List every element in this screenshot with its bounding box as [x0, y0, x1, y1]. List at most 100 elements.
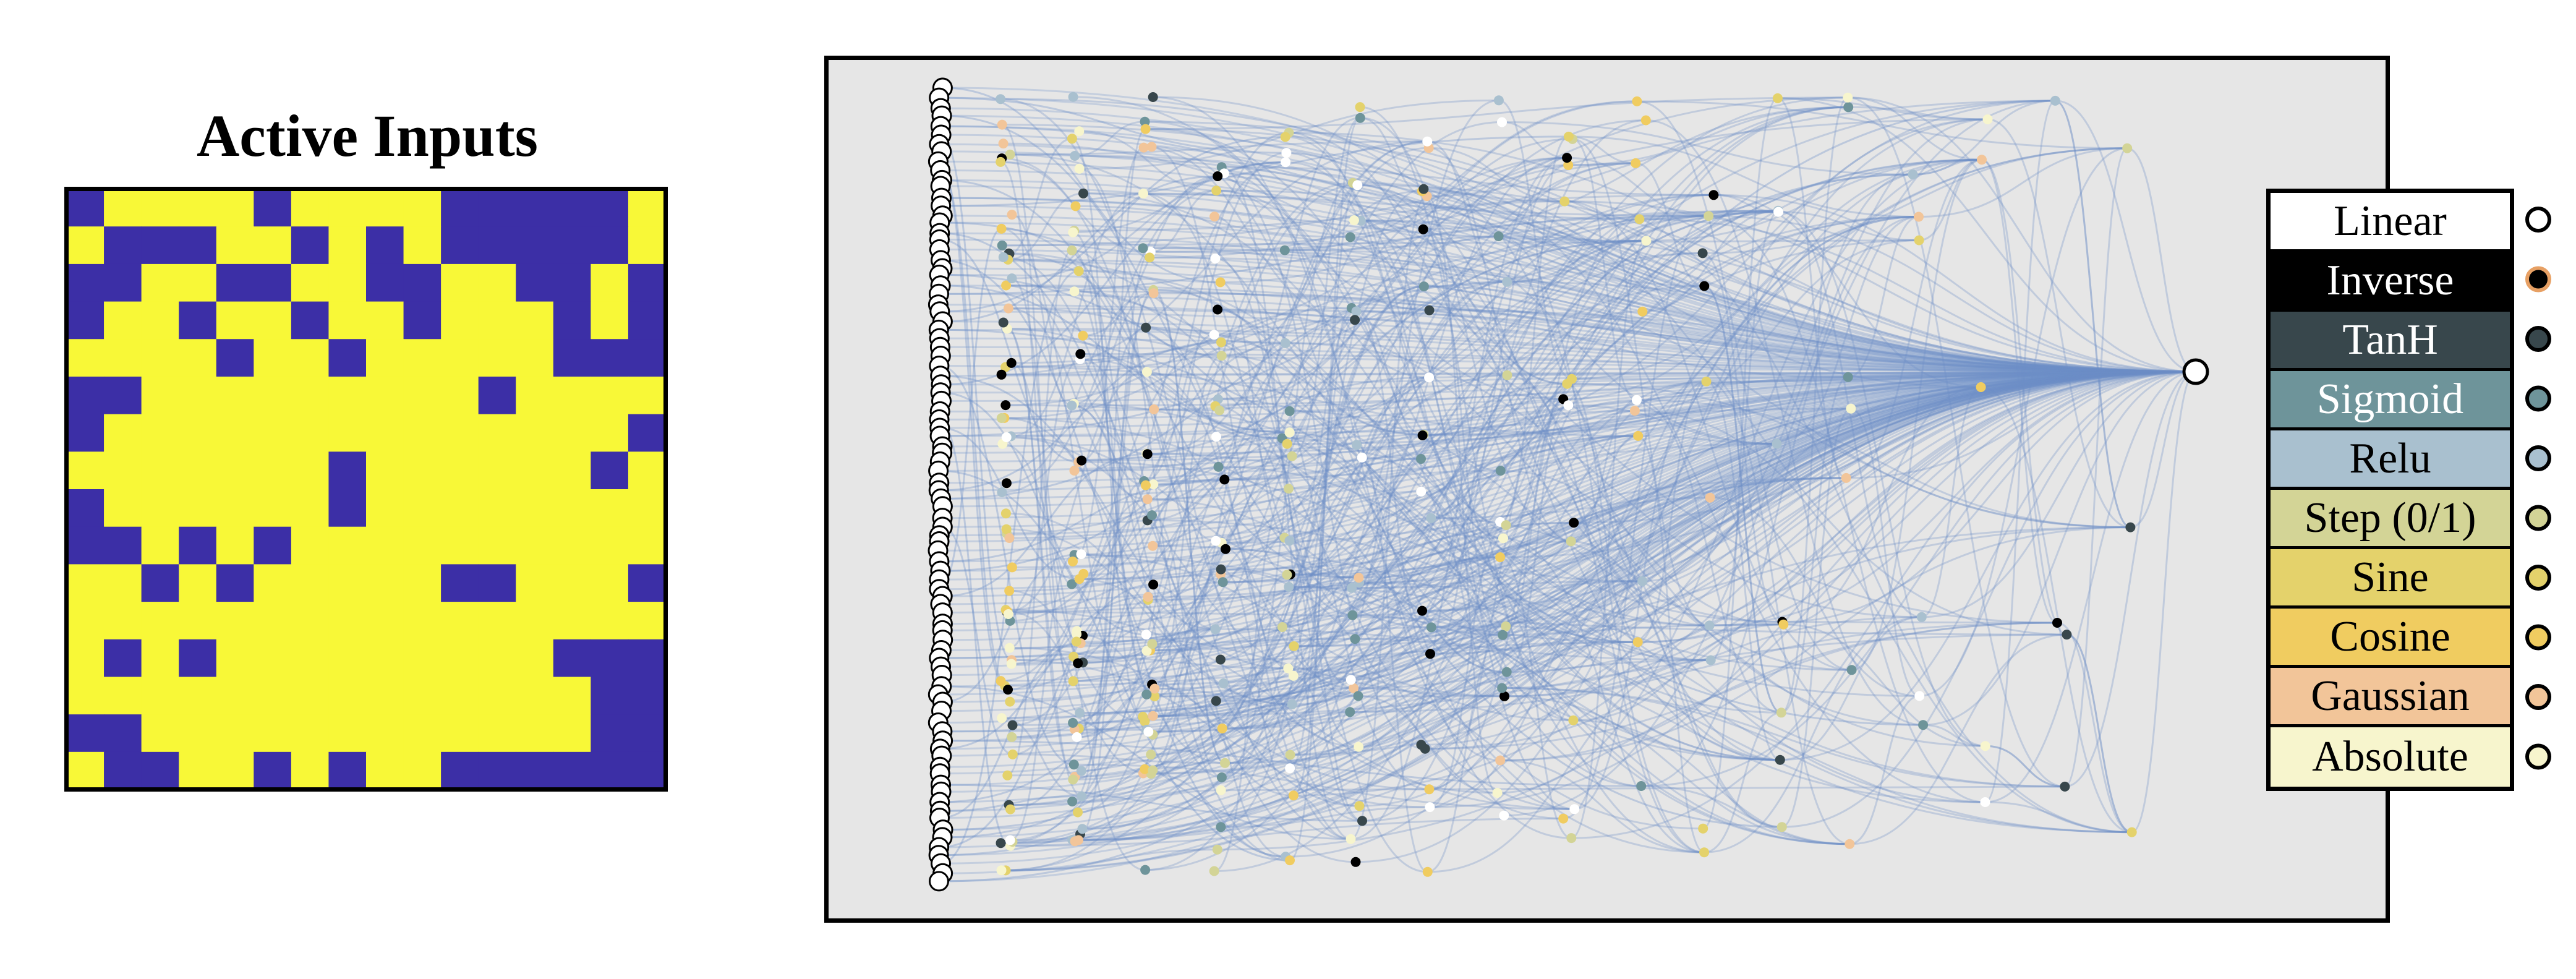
- connection-edge: [1429, 218, 1640, 790]
- grid-cell: [366, 751, 404, 790]
- connection-edge: [1284, 249, 2196, 373]
- connection-edge: [1781, 96, 1848, 714]
- hidden-node: [2062, 630, 2072, 640]
- grid-cell: [216, 226, 254, 265]
- connection-edge: [1072, 249, 1222, 544]
- connection-edge: [1082, 215, 1709, 830]
- connection-edge: [1225, 548, 1289, 670]
- hidden-node: [1216, 822, 1226, 832]
- hidden-node: [1003, 609, 1013, 619]
- connection-edge: [1503, 370, 2196, 636]
- connection-edge: [1500, 370, 2196, 558]
- connection-edge: [1848, 96, 2196, 373]
- connection-edge: [1355, 638, 1985, 803]
- connection-edge: [1010, 370, 2196, 847]
- connection-edge: [1567, 383, 2131, 529]
- grid-cell: [403, 714, 441, 753]
- hidden-node: [1495, 466, 1506, 476]
- connection-edge: [1221, 147, 1429, 357]
- hidden-node: [1001, 280, 1012, 291]
- connection-edge: [1147, 498, 1705, 853]
- connection-edge: [1289, 132, 1564, 400]
- grid-cell: [591, 639, 629, 678]
- grid-cell: [104, 189, 142, 227]
- hidden-node: [1631, 395, 1642, 405]
- connection-edge: [1571, 370, 2196, 839]
- grid-cell: [516, 301, 554, 340]
- grid-cell: [403, 301, 441, 340]
- hidden-node: [1350, 315, 1360, 325]
- hidden-node: [1287, 699, 1297, 709]
- grid-cell: [216, 414, 254, 452]
- grid-cell: [104, 301, 142, 340]
- hidden-node: [1634, 214, 1645, 224]
- hidden-node: [1002, 770, 1013, 780]
- connection-edge: [1422, 370, 2196, 437]
- hidden-node: [1562, 378, 1572, 389]
- connection-edge: [1781, 376, 1849, 714]
- grid-cell: [179, 751, 217, 790]
- connection-edge: [1146, 327, 1351, 840]
- grid-cell: [403, 189, 441, 227]
- grid-cell: [366, 376, 404, 415]
- grid-cell: [328, 639, 367, 678]
- grid-cell: [553, 751, 591, 790]
- grid-cell: [216, 301, 254, 340]
- grid-cell: [553, 376, 591, 415]
- connection-edge: [1430, 216, 1919, 655]
- connection-edge: [1081, 309, 1430, 772]
- connection-edge: [1221, 354, 1424, 436]
- hidden-node: [1215, 654, 1226, 665]
- hidden-node: [1077, 824, 1088, 834]
- connection-edge: [1781, 408, 1851, 828]
- hidden-node: [1778, 619, 1789, 630]
- connection-edge: [1010, 153, 2196, 373]
- connection-edge: [939, 273, 1782, 828]
- legend-marker: [2525, 505, 2551, 531]
- connection-edge: [1000, 789, 1221, 844]
- connection-edge: [2066, 633, 2132, 834]
- connection-edge: [1427, 195, 1498, 794]
- hidden-node: [1209, 866, 1219, 876]
- connection-edge: [940, 370, 2196, 812]
- connection-edge: [940, 370, 2196, 768]
- connection-edge: [1507, 370, 2196, 377]
- hidden-node: [1704, 211, 1714, 221]
- grid-cell: [553, 301, 591, 340]
- connection-edge: [1153, 292, 2196, 373]
- connection-edge: [941, 114, 1431, 628]
- connection-edge: [1288, 667, 1704, 830]
- hidden-node: [1282, 570, 1292, 580]
- connection-edge: [1078, 119, 1646, 664]
- grid-cell: [216, 526, 254, 565]
- grid-cell: [591, 189, 629, 227]
- hidden-node: [1216, 785, 1226, 795]
- connection-edge: [1078, 649, 1151, 730]
- connection-edge: [939, 418, 1011, 847]
- hidden-node: [1070, 201, 1081, 212]
- connection-edge: [1352, 370, 2196, 617]
- connection-edge: [1567, 383, 1638, 643]
- connection-edge: [1351, 434, 1423, 589]
- hidden-node: [1416, 740, 1427, 750]
- connection-edge: [939, 370, 2196, 659]
- hidden-node: [1353, 691, 1363, 701]
- connection-edge: [1219, 117, 1360, 411]
- connection-edge: [1851, 158, 1982, 671]
- grid-cell: [179, 414, 217, 452]
- connection-edge: [1151, 514, 1222, 779]
- connection-edge: [1564, 200, 1852, 671]
- connection-edge: [1846, 158, 1982, 479]
- connection-edge: [1214, 487, 1289, 872]
- connection-edge: [1430, 370, 2196, 808]
- connection-edge: [940, 346, 2196, 373]
- grid-cell: [141, 602, 179, 640]
- connection-edge: [942, 87, 2196, 373]
- grid-cell: [141, 263, 179, 302]
- connection-edge: [938, 370, 2196, 724]
- grid-cell: [441, 189, 479, 227]
- connection-edge: [1782, 621, 2058, 624]
- grid-cell: [328, 263, 367, 302]
- grid-cell: [478, 677, 516, 715]
- hidden-node: [1698, 823, 1708, 834]
